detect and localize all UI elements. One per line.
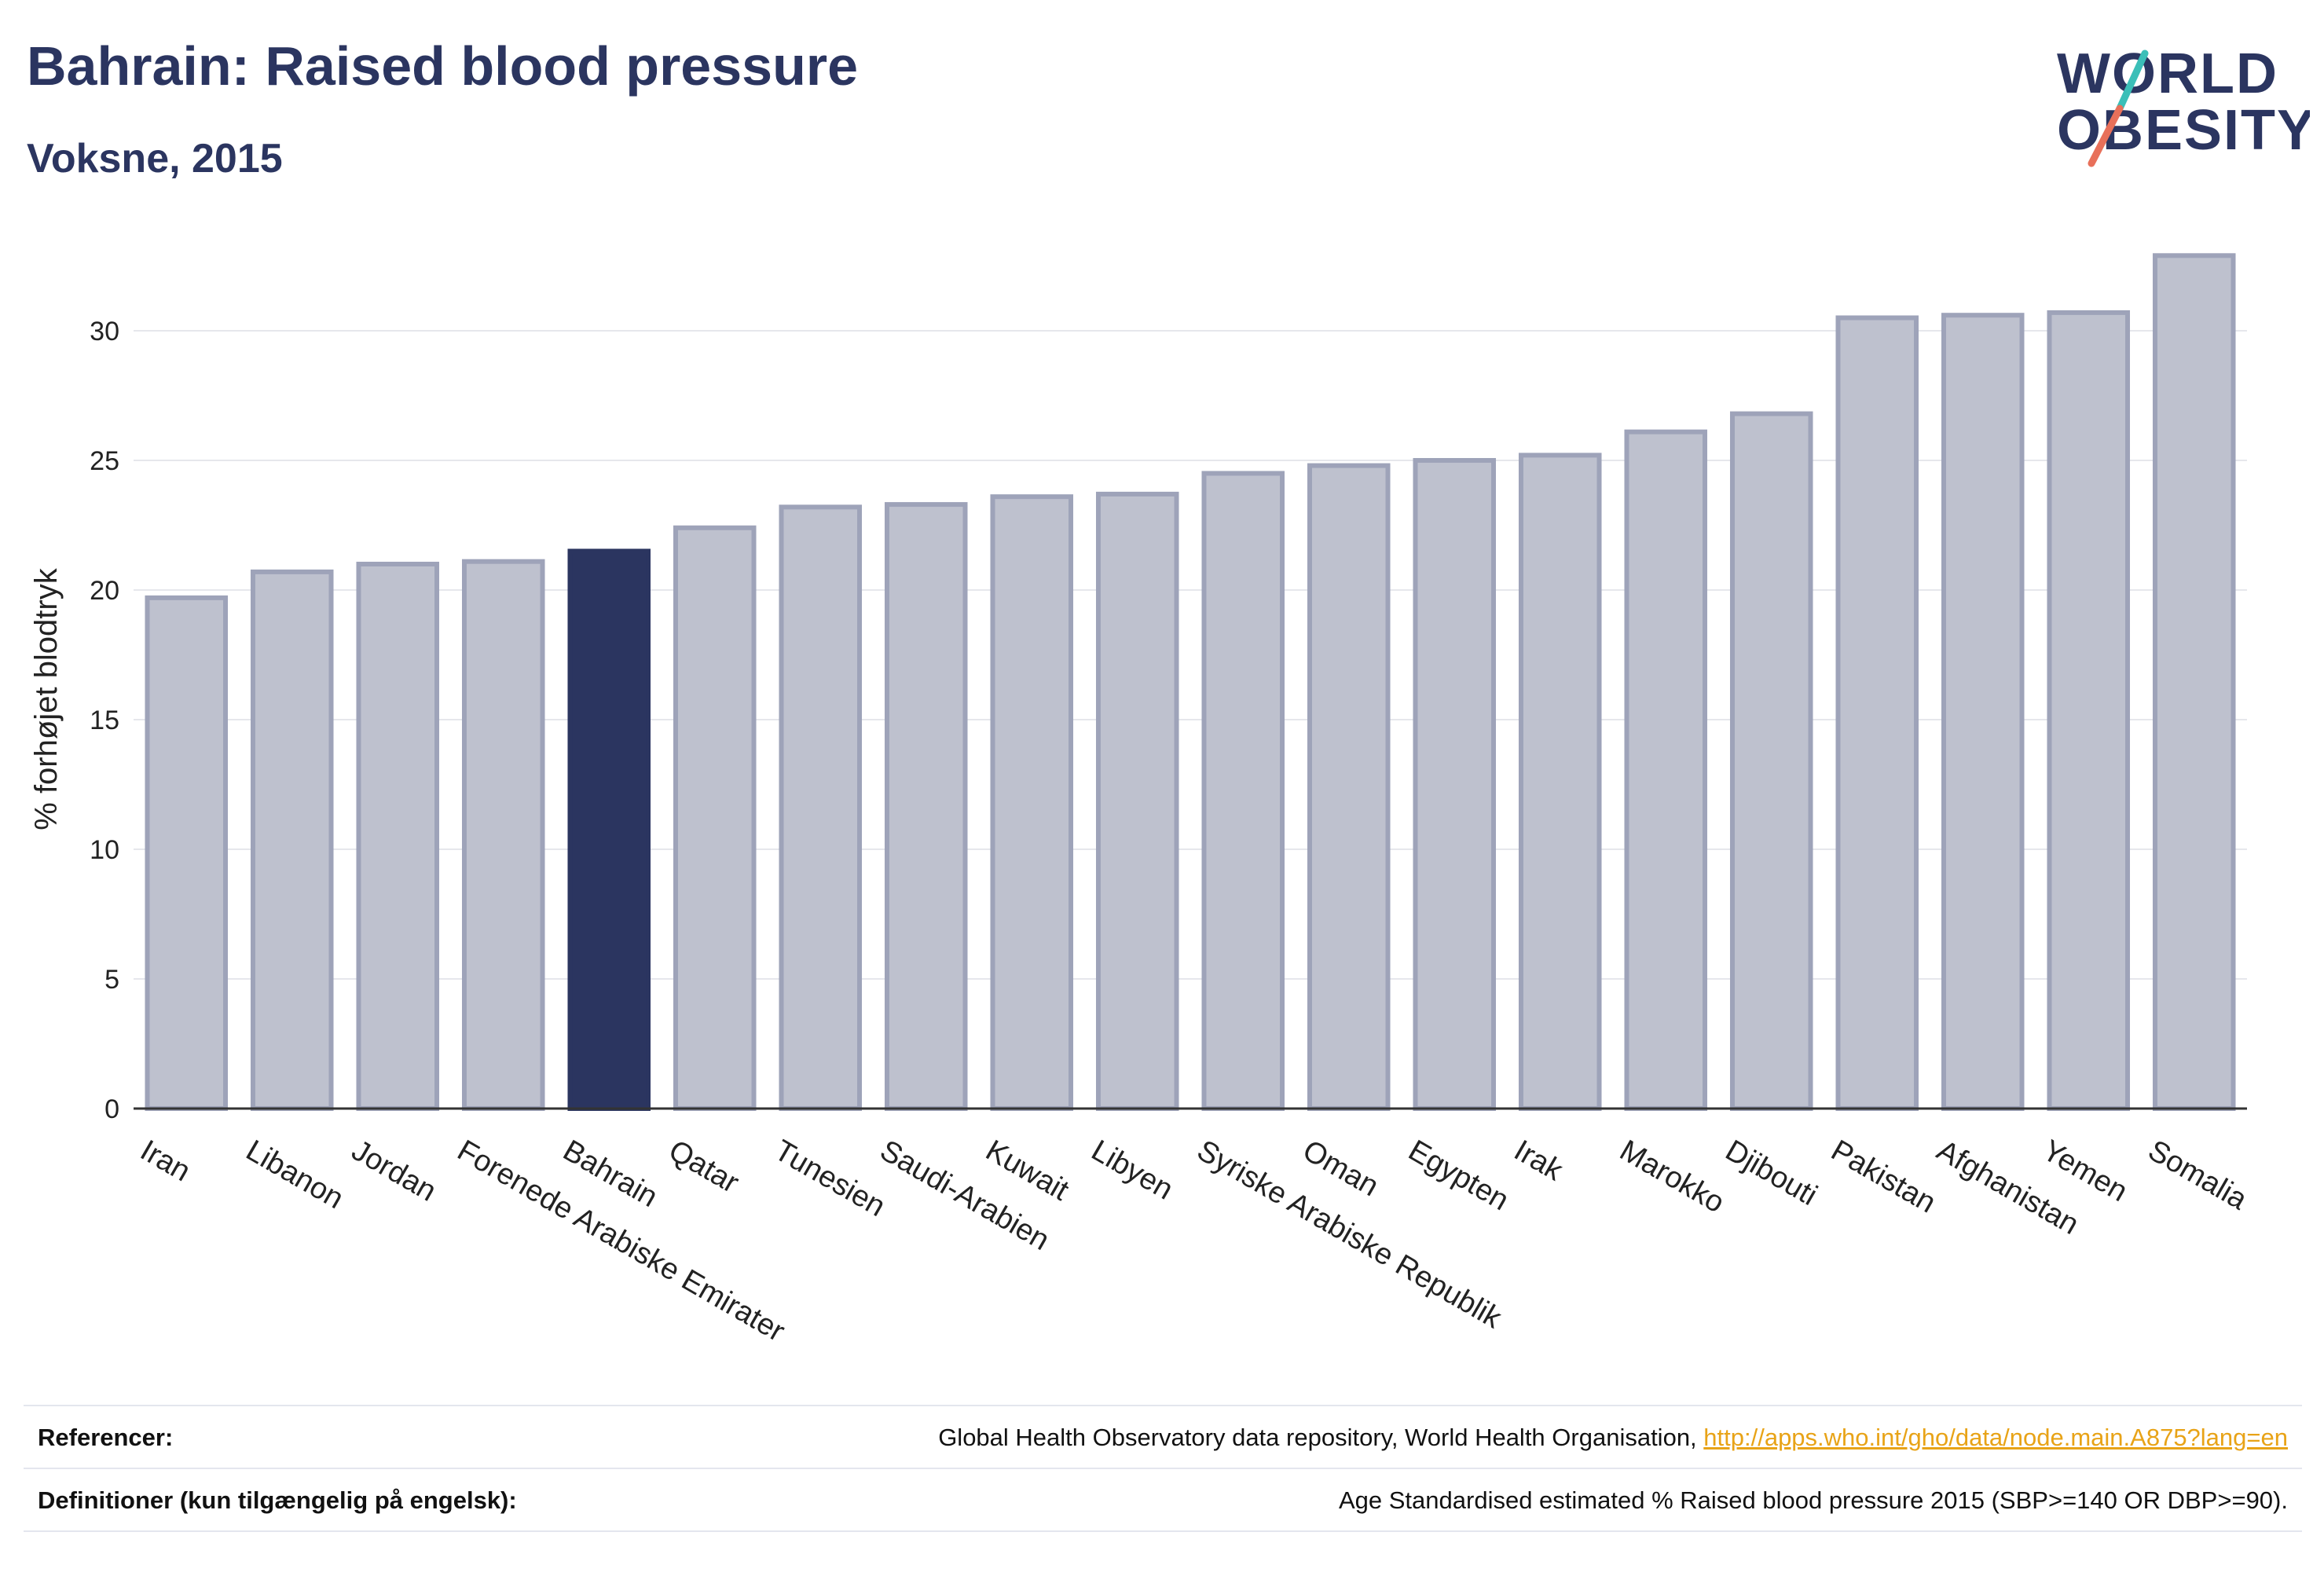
x-tick-label: Djibouti (1720, 1134, 1823, 1212)
x-tick-label: Irak (1508, 1134, 1569, 1188)
bar-libanon (250, 569, 334, 1111)
references-text: Global Health Observatory data repositor… (938, 1424, 1704, 1451)
bar-somalia (2152, 253, 2236, 1111)
footer-bottom-border (24, 1530, 2302, 1532)
bar-afghanistan (1941, 313, 2025, 1111)
bar-bahrain (567, 548, 651, 1111)
grid-lines (134, 330, 2247, 980)
definitions-row: Definitioner (kun tilgængelig på engelsk… (24, 1468, 2302, 1530)
world-obesity-logo: WORLD OBESITY (2057, 42, 2310, 167)
x-tick-label: Tunesien (769, 1134, 891, 1223)
bar-jordan (356, 562, 440, 1111)
bar-oman (1307, 463, 1391, 1111)
definitions-value: Age Standardised estimated % Raised bloo… (1338, 1486, 2288, 1514)
y-tick-label: 25 (90, 446, 119, 476)
x-tick-label: Somalia (2143, 1134, 2253, 1216)
bar-yemen (2047, 310, 2131, 1111)
y-axis-label: % forhøjet blodtryk (29, 567, 64, 830)
x-tick-label: Jordan (346, 1134, 442, 1208)
chart-title: Bahrain: Raised blood pressure (27, 35, 859, 97)
bars (145, 253, 2236, 1111)
x-tick-label: Iran (135, 1134, 196, 1188)
bar-irak (1518, 453, 1602, 1111)
bar-iran (145, 595, 229, 1111)
bar-pakistan (1835, 315, 1919, 1111)
bar-egypten (1413, 458, 1497, 1111)
y-tick-label: 10 (90, 835, 119, 865)
y-tick-label: 30 (90, 317, 119, 346)
bar-djibouti (1729, 411, 1813, 1111)
logo-slash-top (2116, 49, 2149, 112)
bar-saudi-arabien (884, 502, 968, 1111)
bar-tunesien (779, 504, 863, 1111)
y-tick-label: 15 (90, 706, 119, 735)
x-tick-label: Qatar (663, 1134, 745, 1200)
logo-slash-bottom (2088, 104, 2124, 167)
y-tick-label: 20 (90, 576, 119, 606)
references-label: Referencer: (38, 1424, 174, 1451)
chart-subtitle: Voksne, 2015 (27, 136, 283, 181)
x-tick-label: Libanon (240, 1134, 349, 1215)
bar-marokko (1624, 429, 1708, 1111)
x-tick-label: Libyen (1086, 1134, 1178, 1206)
definitions-label: Definitioner (kun tilgængelig på engelsk… (38, 1486, 517, 1514)
references-link[interactable]: http://apps.who.int/gho/data/node.main.A… (1703, 1424, 2288, 1451)
x-tick-label: Pakistan (1826, 1134, 1941, 1219)
bar-libyen (1095, 491, 1179, 1111)
bar-qatar (673, 525, 757, 1111)
bar-kuwait (990, 494, 1074, 1111)
bar-syriske-arabiske-republik (1201, 471, 1285, 1111)
bar-forenede-arabiske-emirater (461, 559, 545, 1111)
logo-line-1: WORLD (2057, 42, 2278, 105)
references-row: Referencer: Global Health Observatory da… (24, 1405, 2302, 1468)
x-tick-label: Egypten (1403, 1134, 1515, 1217)
y-tick-label: 5 (104, 965, 119, 995)
x-tick-label: Marokko (1615, 1134, 1730, 1219)
references-value: Global Health Observatory data repositor… (938, 1424, 2288, 1452)
y-tick-label: 0 (104, 1094, 119, 1124)
y-axis-ticks: 0 5 10 15 20 25 30 (90, 317, 119, 1124)
